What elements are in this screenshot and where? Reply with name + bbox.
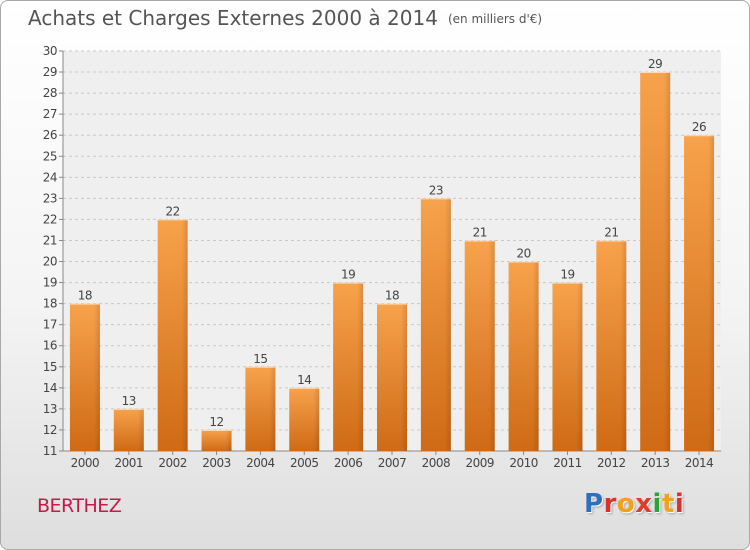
bar-data-label: 19	[560, 268, 574, 282]
chart-title-main: Achats et Charges Externes 2000 à 2014	[28, 6, 438, 30]
x-tick-label: 2013	[641, 456, 670, 470]
bar-shade	[357, 282, 364, 451]
y-tick-label: 30	[43, 44, 57, 58]
x-tick-label: 2008	[422, 456, 451, 470]
y-tick-label: 28	[43, 86, 57, 100]
x-tick-label: 2007	[378, 456, 407, 470]
x-tick-label: 2003	[202, 456, 231, 470]
bar-data-label: 22	[166, 204, 180, 218]
bar	[201, 429, 232, 451]
bar-shade	[576, 282, 583, 451]
bar-shade	[444, 198, 451, 451]
bar-data-label: 13	[122, 394, 136, 408]
bar-shade	[225, 429, 232, 451]
x-tick-label: 2004	[246, 456, 275, 470]
bar-data-label: 26	[692, 120, 706, 134]
x-tick-label: 2012	[597, 456, 626, 470]
x-tick-label: 2000	[71, 456, 100, 470]
y-tick-label: 12	[43, 423, 57, 437]
bar-data-label: 21	[473, 225, 487, 239]
place-name: BERTHEZ	[37, 495, 122, 517]
bar-shade	[181, 219, 188, 451]
bar-shade	[488, 240, 495, 451]
bar-data-label: 18	[385, 289, 399, 303]
bar-shade	[269, 366, 276, 451]
y-tick-label: 13	[43, 402, 57, 416]
bar-data-label: 19	[341, 268, 355, 282]
bar-shade	[708, 135, 715, 452]
y-tick-label: 19	[43, 276, 57, 290]
bar-data-label: 23	[429, 183, 443, 197]
y-tick-label: 15	[43, 360, 57, 374]
bar-shade	[401, 303, 407, 451]
y-tick-label: 14	[43, 381, 57, 395]
x-tick-label: 2009	[465, 456, 494, 470]
x-tick-label: 2010	[509, 456, 538, 470]
logo-letter: o	[616, 489, 636, 519]
y-tick-label: 27	[43, 107, 57, 121]
bar-data-label: 12	[209, 415, 223, 429]
logo-letter: P	[584, 489, 604, 519]
bar-data-label: 14	[297, 373, 311, 387]
y-tick-label: 21	[43, 233, 57, 247]
y-tick-label: 24	[43, 170, 57, 184]
logo-letter: i	[674, 489, 685, 519]
bar-shade	[93, 303, 100, 451]
logo-letter: i	[652, 489, 662, 519]
bar-data-label: 29	[648, 57, 662, 71]
bar-data-label: 21	[604, 225, 618, 239]
bar-shade	[137, 408, 144, 451]
x-tick-label: 2006	[334, 456, 363, 470]
x-tick-label: 2002	[158, 456, 187, 470]
y-tick-label: 16	[43, 339, 57, 353]
y-tick-label: 29	[43, 65, 57, 79]
bar-shade	[532, 261, 539, 451]
y-tick-label: 17	[43, 318, 57, 332]
y-tick-label: 18	[43, 297, 57, 311]
y-tick-label: 22	[43, 212, 57, 226]
y-tick-label: 20	[43, 255, 57, 269]
x-tick-label: 2005	[290, 456, 319, 470]
logo-letter: r	[603, 489, 617, 519]
x-tick-label: 2011	[553, 456, 582, 470]
bar-shade	[664, 72, 671, 451]
bar-data-label: 15	[253, 352, 267, 366]
proxiti-logo: Proxiti	[584, 489, 684, 519]
logo-letter: x	[635, 489, 653, 519]
logo-letter: t	[661, 489, 675, 519]
bar-data-label: 18	[78, 289, 92, 303]
x-tick-label: 2014	[685, 456, 714, 470]
bar-shade	[313, 387, 320, 451]
bar-data-label: 20	[516, 247, 530, 261]
chart-title-unit: (en milliers d'€)	[447, 12, 543, 26]
x-tick-label: 2001	[115, 456, 144, 470]
y-tick-label: 26	[43, 128, 57, 142]
y-tick-label: 25	[43, 149, 57, 163]
chart-title: Achats et Charges Externes 2000 à 2014 (e…	[28, 6, 542, 30]
y-tick-label: 11	[43, 444, 57, 458]
bar-shade	[620, 240, 627, 451]
y-tick-label: 23	[43, 191, 57, 205]
